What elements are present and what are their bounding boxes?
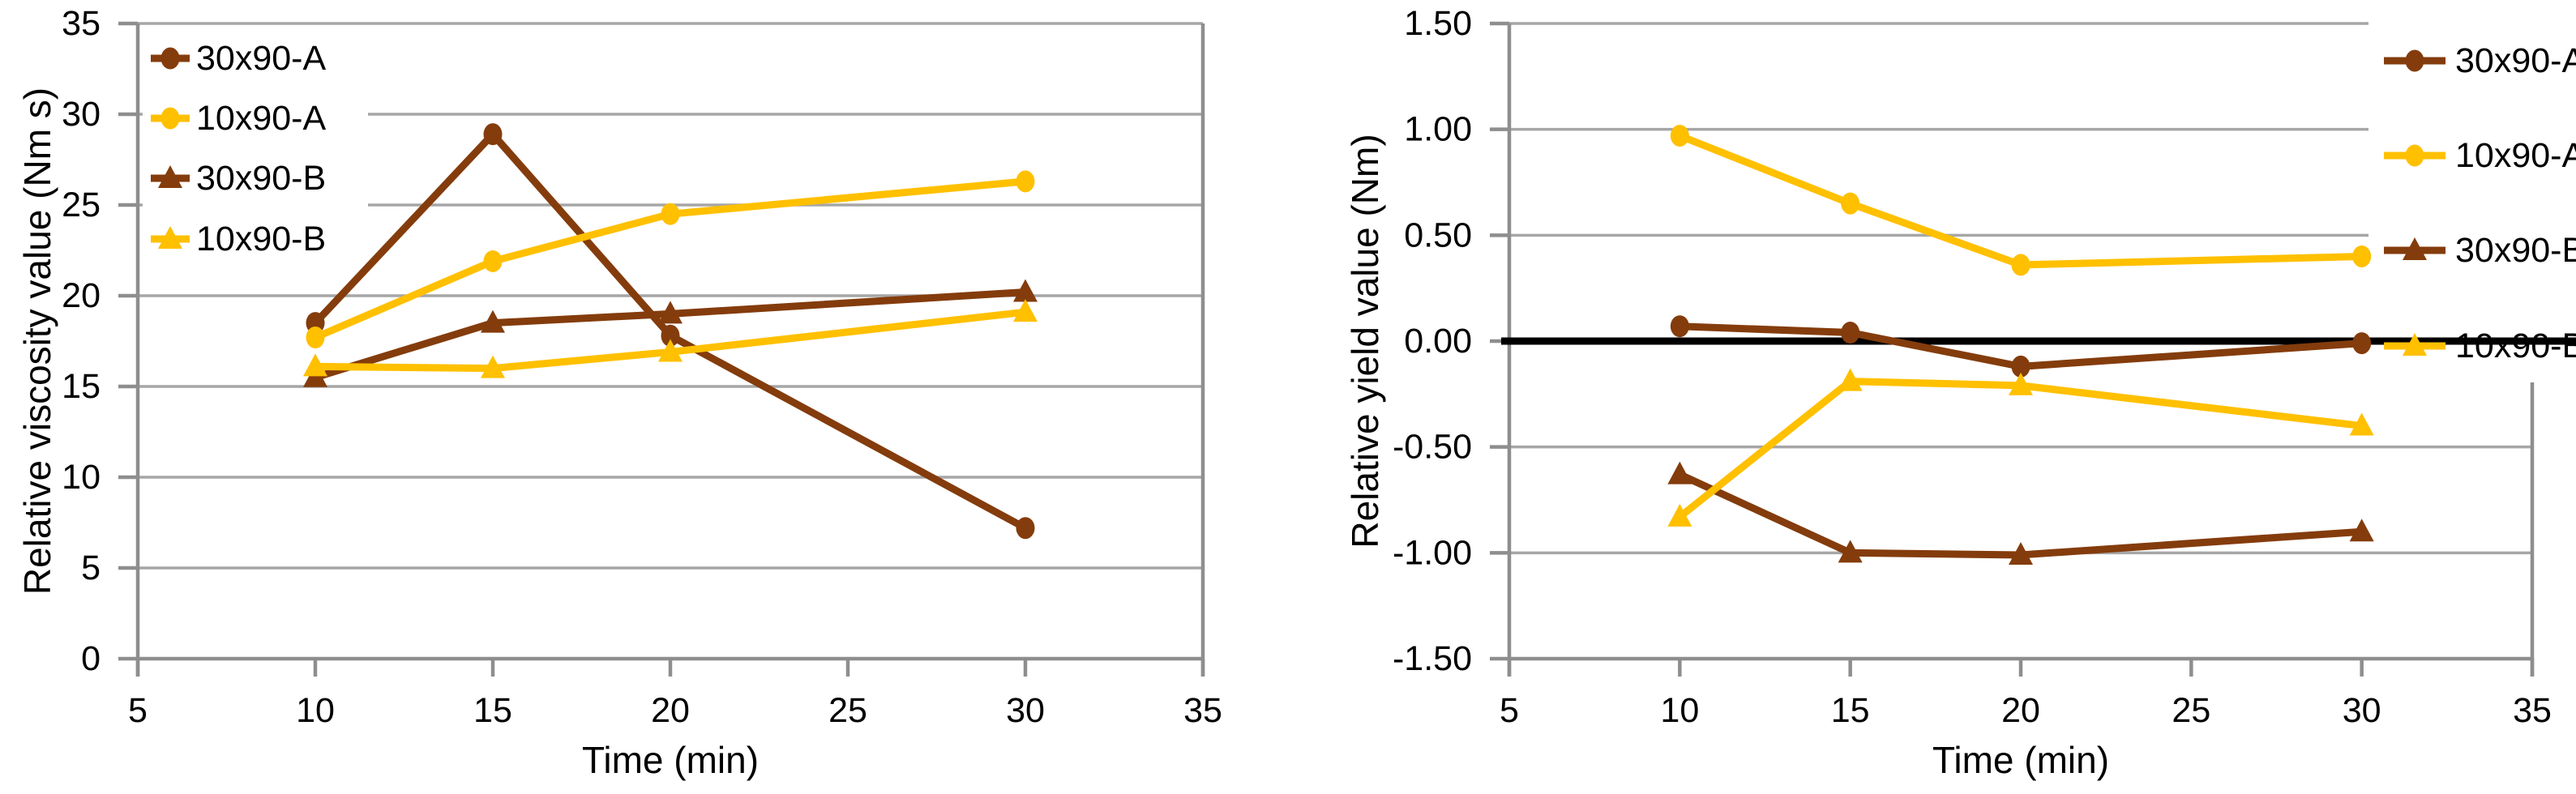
data-point-10x90-B-triangle-marker bbox=[1013, 299, 1038, 322]
data-point-10x90-A-circle-marker bbox=[306, 327, 325, 349]
data-point-10x90-B-triangle-marker bbox=[1667, 503, 1692, 527]
data-point-10x90-B-triangle-marker bbox=[2009, 372, 2033, 395]
data-point-10x90-B-triangle-marker bbox=[481, 355, 505, 378]
y-tick-label: 35 bbox=[62, 4, 101, 43]
legend-marker-10x90-A-circle-marker bbox=[160, 107, 180, 130]
x-tick-label: 25 bbox=[828, 691, 867, 730]
series-line-30x90-B bbox=[311, 288, 1029, 382]
data-point-30x90-B-triangle-marker bbox=[2009, 541, 2033, 565]
y-tick-label: 30 bbox=[62, 95, 101, 134]
x-tick-label: 10 bbox=[1660, 691, 1699, 730]
data-point-10x90-A-circle-marker bbox=[1016, 170, 1035, 193]
y-axis-title: Relative yield value (Nm) bbox=[1344, 134, 1386, 548]
legend-marker-30x90-B-triangle-marker bbox=[2403, 237, 2427, 260]
data-point-30x90-A-circle-marker bbox=[661, 324, 680, 347]
x-tick-label: 20 bbox=[2001, 691, 2040, 730]
viscosity-chart: 0 5 10 15 20 25 30 35 5 10 15 20 25 30 35 30x90-A 10x90-… bbox=[16, 4, 1222, 781]
x-tick-label: 30 bbox=[1006, 691, 1045, 730]
data-point-30x90-B-triangle-marker bbox=[1013, 279, 1038, 302]
y-tick-label: 1.00 bbox=[1404, 110, 1472, 149]
data-point-10x90-B-triangle-marker bbox=[303, 353, 327, 377]
data-point-30x90-B-triangle-marker bbox=[1667, 461, 1692, 485]
data-point-10x90-A-circle-marker bbox=[661, 203, 680, 225]
yield-chart: -1.50 -1.00 -0.50 0.00 0.50 1.00 1.50 5 10 15 20 25… bbox=[1288, 0, 2576, 794]
legend-background bbox=[2368, 15, 2576, 382]
legend-label-30x90-B: 30x90-B bbox=[2455, 231, 2576, 270]
x-tick-label: 35 bbox=[2513, 691, 2552, 730]
data-point-30x90-A-circle-marker bbox=[2011, 355, 2030, 378]
x-tick-label: 15 bbox=[473, 691, 512, 730]
legend-label-30x90-A: 30x90-A bbox=[2455, 41, 2576, 80]
x-tick-label: 10 bbox=[296, 691, 335, 730]
legend-marker-30x90-B-triangle-marker bbox=[158, 165, 182, 188]
data-point-30x90-B-triangle-marker bbox=[1838, 540, 1863, 563]
data-point-10x90-A-circle-marker bbox=[2011, 254, 2030, 276]
x-axis-title: Time (min) bbox=[1932, 739, 2109, 781]
legend-label-30x90-B: 30x90-B bbox=[196, 159, 326, 198]
data-point-30x90-A-circle-marker bbox=[483, 123, 503, 146]
series-line-30x90-B bbox=[1675, 471, 2366, 559]
legend-label-10x90-A: 10x90-A bbox=[2455, 136, 2576, 175]
legend-marker-10x90-A-circle-marker bbox=[2405, 144, 2424, 167]
y-tick-label: 10 bbox=[62, 458, 101, 497]
x-tick-label: 5 bbox=[128, 691, 148, 730]
x-tick-label: 20 bbox=[651, 691, 690, 730]
y-tick-label: 0 bbox=[81, 639, 101, 678]
x-tick-label: 5 bbox=[1500, 691, 1519, 730]
legend-background bbox=[143, 31, 368, 271]
data-point-10x90-B-triangle-marker bbox=[1838, 368, 1863, 391]
chart-svg: -1.50 -1.00 -0.50 0.00 0.50 1.00 1.50 5 10 15 20 25… bbox=[1344, 4, 2576, 781]
y-tick-label: 15 bbox=[62, 367, 101, 406]
y-tick-label: 0.50 bbox=[1404, 216, 1472, 254]
data-point-10x90-A-circle-marker bbox=[483, 250, 503, 272]
y-tick-label: -0.50 bbox=[1393, 428, 1472, 467]
legend-label-10x90-B: 10x90-B bbox=[2455, 327, 2576, 365]
y-tick-label: 0.00 bbox=[1404, 322, 1472, 361]
legend-marker-10x90-B-triangle-marker bbox=[158, 226, 182, 249]
data-point-10x90-B-triangle-marker bbox=[658, 339, 683, 362]
data-point-30x90-A-circle-marker bbox=[1841, 322, 1860, 344]
y-axis-title: Relative viscosity value (Nm s) bbox=[16, 88, 58, 595]
data-point-10x90-A-circle-marker bbox=[1841, 192, 1860, 215]
data-point-30x90-A-circle-marker bbox=[2352, 332, 2372, 355]
data-point-10x90-A-circle-marker bbox=[1670, 125, 1689, 147]
series-line-30x90-A bbox=[1675, 322, 2366, 370]
x-tick-label: 30 bbox=[2343, 691, 2381, 730]
y-tick-label: 25 bbox=[62, 186, 101, 224]
y-tick-label: -1.00 bbox=[1393, 533, 1472, 572]
legend-label-10x90-B: 10x90-B bbox=[196, 220, 326, 258]
y-tick-label: 5 bbox=[81, 549, 101, 587]
legend-marker-30x90-A-circle-marker bbox=[160, 47, 180, 70]
legend-label-10x90-A: 10x90-A bbox=[196, 99, 326, 138]
data-point-30x90-A-circle-marker bbox=[1670, 315, 1689, 338]
x-tick-label: 35 bbox=[1183, 691, 1222, 730]
data-point-10x90-A-circle-marker bbox=[2352, 245, 2372, 267]
y-tick-label: 20 bbox=[62, 276, 101, 315]
legend-label-30x90-A: 30x90-A bbox=[196, 39, 326, 78]
data-point-30x90-B-triangle-marker bbox=[658, 301, 683, 324]
data-point-10x90-B-triangle-marker bbox=[2349, 412, 2374, 436]
data-point-30x90-B-triangle-marker bbox=[481, 309, 505, 333]
y-tick-label: -1.50 bbox=[1393, 639, 1472, 678]
y-tick-label: 1.50 bbox=[1404, 4, 1472, 43]
series-line-10x90-A bbox=[1675, 132, 2366, 269]
legend-marker-10x90-B-triangle-marker bbox=[2403, 333, 2427, 356]
data-point-30x90-B-triangle-marker bbox=[2349, 519, 2374, 542]
series-line-10x90-B bbox=[311, 308, 1029, 373]
x-axis-title: Time (min) bbox=[582, 739, 759, 781]
series-line-10x90-A bbox=[311, 177, 1029, 342]
data-point-30x90-A-circle-marker bbox=[1016, 517, 1035, 540]
series-line-10x90-B bbox=[1675, 378, 2366, 521]
x-tick-label: 15 bbox=[1831, 691, 1870, 730]
legend-marker-30x90-A-circle-marker bbox=[2405, 49, 2424, 72]
x-tick-label: 25 bbox=[2172, 691, 2210, 730]
